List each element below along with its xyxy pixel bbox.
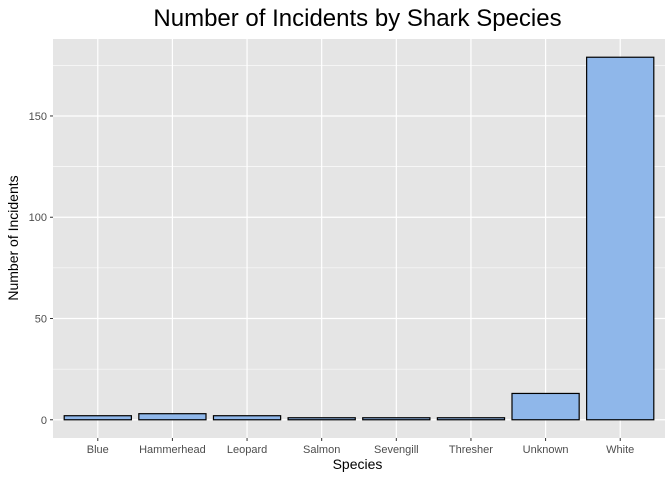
x-axis-ticks: Blue Hammerhead Leopard Salmon Sevengill Thre… <box>87 438 634 456</box>
x-tick-label-thresher: Thresher <box>449 444 493 456</box>
x-tick-label-blue: Blue <box>87 444 109 456</box>
y-tick-label: 150 <box>29 111 47 123</box>
x-tick-label-leopard: Leopard <box>227 444 267 456</box>
bar-thresher <box>436 417 506 421</box>
x-tick-label-unknown: Unknown <box>523 444 569 456</box>
y-axis-ticks: 0 50 100 150 <box>29 111 53 427</box>
bar-leopard <box>212 415 282 421</box>
x-tick-label-white: White <box>606 444 634 456</box>
minor-gridlines <box>53 65 665 370</box>
x-tick-label-salmon: Salmon <box>303 444 340 456</box>
bar-blue <box>63 415 132 421</box>
x-tick-label-sevengill: Sevengill <box>374 444 419 456</box>
y-tick-label: 0 <box>41 415 47 427</box>
bar-hammerhead <box>138 413 207 421</box>
x-tick-label-hammerhead: Hammerhead <box>139 444 206 456</box>
x-axis-title: Species <box>333 456 383 472</box>
y-axis-title: Number of Incidents <box>5 175 21 300</box>
plot-panel <box>53 39 665 438</box>
chart-title: Number of Incidents by Shark Species <box>153 5 561 32</box>
bar-unknown <box>511 392 580 421</box>
y-tick-label: 100 <box>29 212 47 224</box>
y-tick-label: 50 <box>35 314 47 326</box>
bar-salmon <box>287 417 356 421</box>
bars <box>63 56 655 421</box>
bar-sevengill <box>362 417 431 421</box>
bar-white <box>586 56 655 421</box>
